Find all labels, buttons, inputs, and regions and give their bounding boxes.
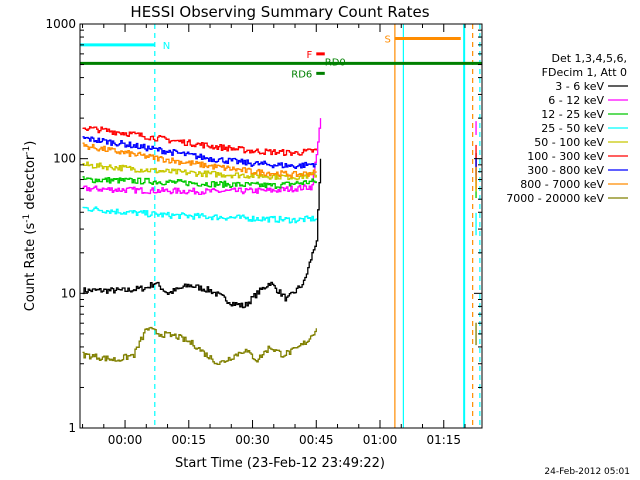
series-line-6 <box>82 136 317 170</box>
x-tick-label: 00:00 <box>108 433 143 447</box>
marker-s-label: S <box>385 35 391 46</box>
plot-area: N S F RD0 RD6 <box>80 24 482 428</box>
legend-entry-label: 800 - 7000 keV <box>520 178 604 191</box>
series-line-0 <box>82 158 322 309</box>
x-tick-label: 01:15 <box>426 433 461 447</box>
y-axis-label: Count Rate (s-1 detector-1) <box>22 141 38 312</box>
legend: Det 1,3,4,5,6,FDecim 1, Att 03 - 6 keV6 … <box>506 52 628 205</box>
legend-header-line: FDecim 1, Att 0 <box>542 66 627 79</box>
y-tick-label: 100 <box>53 152 76 166</box>
legend-entry-label: 25 - 50 keV <box>541 122 604 135</box>
legend-header-line: Det 1,3,4,5,6, <box>551 52 627 65</box>
legend-entry-label: 6 - 12 keV <box>548 94 604 107</box>
y-tick-label: 1 <box>68 421 76 435</box>
series-line-5 <box>82 126 317 156</box>
plot-frame <box>79 23 483 429</box>
legend-entry-label: 50 - 100 keV <box>534 136 604 149</box>
y-tick-label: 1000 <box>45 17 76 31</box>
legend-entry-label: 7000 - 20000 keV <box>506 192 604 205</box>
x-tick-label: 00:15 <box>171 433 206 447</box>
axis-ticks: 00:00 00:15 00:30 00:45 01:00 01:15 1 10 100 1000 <box>45 17 482 447</box>
marker-rd6-label: RD6 <box>291 69 312 80</box>
series-line-2 <box>82 176 317 189</box>
x-tick-label: 01:00 <box>363 433 398 447</box>
chart-title: HESSI Observing Summary Count Rates <box>130 3 429 21</box>
marker-f-label: F <box>307 50 313 61</box>
legend-entry-label: 100 - 300 keV <box>527 150 604 163</box>
series-line-3 <box>82 206 317 224</box>
y-tick-label: 10 <box>61 286 76 300</box>
x-tick-label: 00:30 <box>235 433 270 447</box>
legend-entry-label: 12 - 25 keV <box>541 108 604 121</box>
marker-n-label: N <box>163 41 170 52</box>
series-line-8 <box>82 326 317 366</box>
legend-entry-label: 300 - 800 keV <box>527 164 604 177</box>
x-tick-label: 00:45 <box>299 433 334 447</box>
x-axis-label: Start Time (23-Feb-12 23:49:22) <box>175 456 385 471</box>
footer-date: 24-Feb-2012 05:01 <box>544 467 630 477</box>
marker-rd0-label: RD0 <box>325 57 346 68</box>
series-line-7 <box>82 142 317 178</box>
legend-entry-label: 3 - 6 keV <box>555 80 604 93</box>
